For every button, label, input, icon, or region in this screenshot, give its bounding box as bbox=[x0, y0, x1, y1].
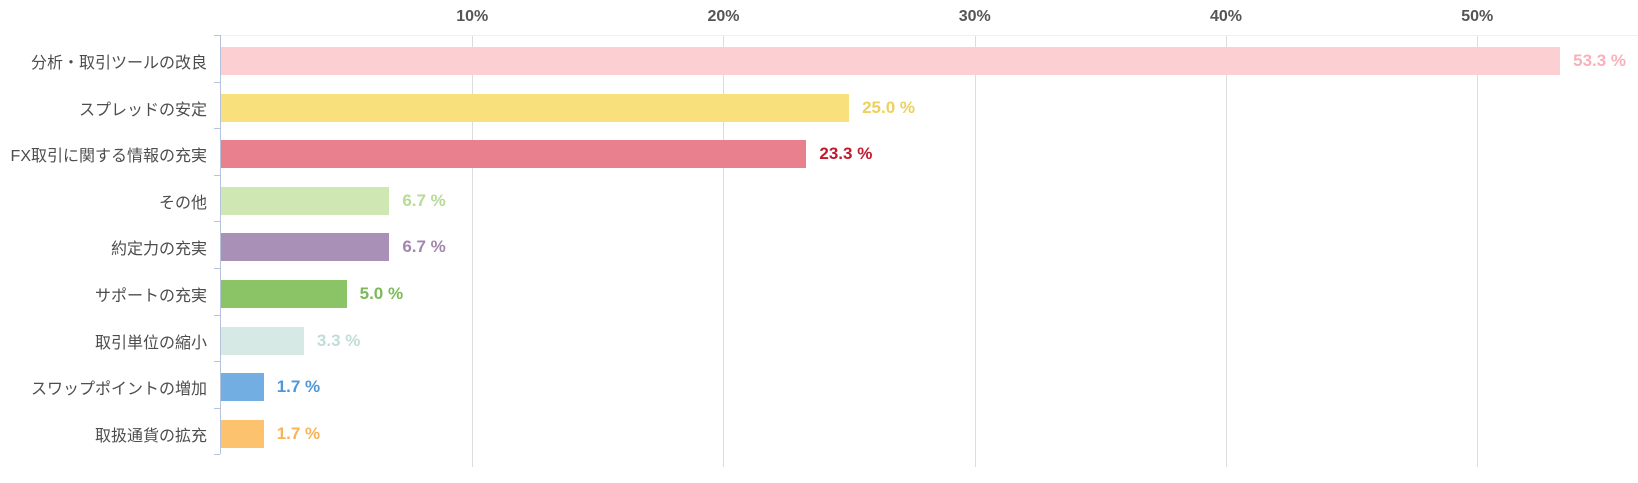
bar bbox=[221, 373, 264, 402]
bar bbox=[221, 233, 390, 262]
x-tick-label: 40% bbox=[1209, 8, 1242, 25]
value-label: 3.3 % bbox=[316, 330, 361, 350]
gridline bbox=[1477, 36, 1479, 467]
y-axis-tick bbox=[214, 268, 220, 269]
y-axis-tick bbox=[214, 35, 220, 36]
category-label: スワップポイントの増加 bbox=[30, 381, 207, 399]
value-label: 25.0 % bbox=[862, 97, 916, 117]
bar bbox=[221, 280, 347, 308]
x-tick-label: 30% bbox=[958, 8, 991, 25]
y-axis-tick bbox=[214, 174, 220, 176]
x-tick-label: 10% bbox=[456, 8, 489, 25]
gridline bbox=[723, 36, 725, 467]
y-axis-line bbox=[220, 35, 221, 455]
category-label: サポートの充実 bbox=[94, 288, 207, 305]
x-tick-label: 50% bbox=[1461, 8, 1494, 25]
value-label: 5.0 % bbox=[359, 284, 404, 303]
category-label: 取引単位の縮小 bbox=[94, 334, 207, 352]
value-label: 6.7 % bbox=[402, 237, 446, 257]
y-axis-tick bbox=[214, 361, 220, 363]
y-axis-tick bbox=[214, 81, 220, 83]
y-axis-tick bbox=[214, 128, 220, 130]
x-tick-label: 20% bbox=[707, 8, 740, 25]
category-label: 約定力の充実 bbox=[110, 241, 207, 259]
bar bbox=[221, 47, 1561, 75]
value-label: 23.3 % bbox=[819, 144, 873, 164]
value-label: 53.3 % bbox=[1573, 51, 1627, 70]
bar bbox=[221, 93, 850, 122]
bar bbox=[221, 186, 390, 215]
gridline bbox=[1225, 36, 1227, 467]
category-label: スプレッドの安定 bbox=[78, 101, 207, 119]
category-label: FX取引に関する情報の充実 bbox=[10, 148, 207, 166]
category-label: 取扱通貨の拡充 bbox=[94, 427, 207, 445]
bar bbox=[221, 326, 304, 355]
y-axis-tick bbox=[214, 407, 220, 409]
gridline bbox=[974, 36, 976, 467]
category-label: その他 bbox=[158, 194, 207, 212]
value-label: 1.7 % bbox=[276, 423, 321, 443]
bar bbox=[221, 419, 264, 448]
value-label: 6.7 % bbox=[402, 190, 446, 210]
y-axis-tick bbox=[214, 314, 220, 316]
y-axis-tick bbox=[214, 454, 220, 456]
value-label: 1.7 % bbox=[276, 377, 321, 397]
y-axis-tick bbox=[214, 221, 220, 223]
plot-top-border bbox=[221, 35, 1638, 36]
bar bbox=[221, 140, 807, 169]
gridline bbox=[472, 36, 474, 467]
category-label: 分析・取引ツールの改良 bbox=[30, 55, 207, 72]
